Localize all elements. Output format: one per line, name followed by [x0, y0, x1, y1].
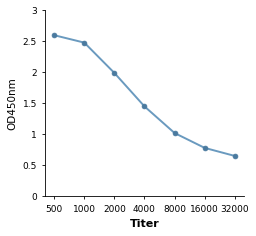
X-axis label: Titer: Titer [130, 219, 159, 229]
Y-axis label: OD450nm: OD450nm [7, 77, 17, 130]
